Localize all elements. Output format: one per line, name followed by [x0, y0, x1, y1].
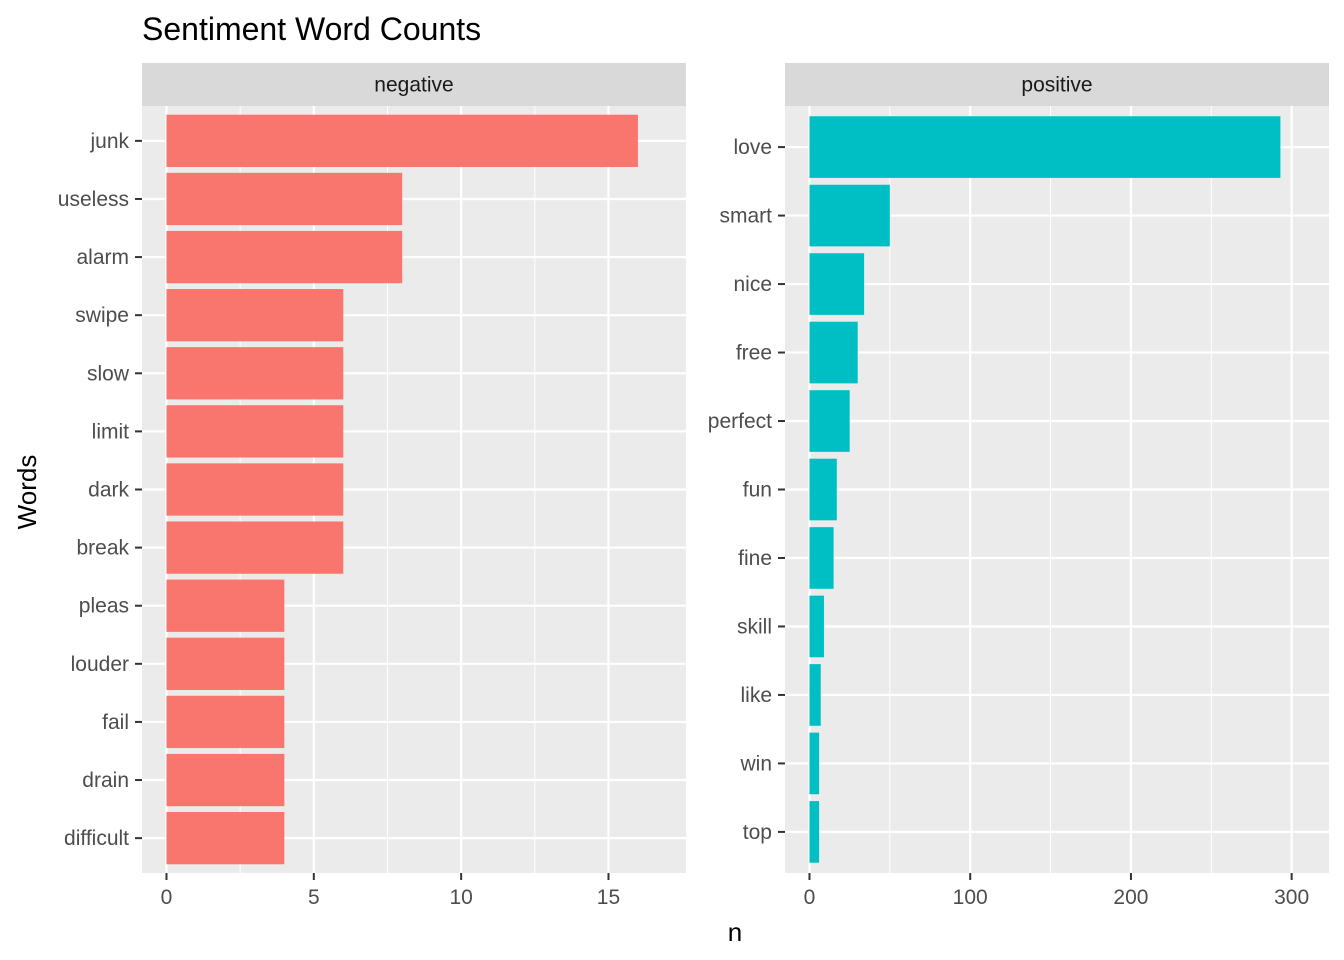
bar-positive-fine: [809, 527, 834, 589]
bar-positive-love: [809, 116, 1281, 178]
bar-positive-perfect: [809, 390, 850, 452]
bar-negative-louder: [166, 637, 285, 690]
y-tick-label: pleas: [79, 595, 129, 618]
y-tick-label: fun: [743, 479, 772, 502]
x-tick-label: 200: [1113, 886, 1148, 909]
y-tick-label: fine: [738, 547, 772, 570]
y-tick-label: drain: [82, 769, 129, 792]
facet-negative: negative junk useless alarm swipe slow limit da…: [58, 63, 686, 909]
y-tick-label: nice: [733, 273, 772, 296]
y-tick-label: free: [736, 342, 772, 365]
bar-positive-win: [809, 732, 820, 795]
facet-strip-label: positive: [1021, 74, 1092, 97]
x-tick-label: 100: [953, 886, 988, 909]
y-tick-label: louder: [71, 653, 129, 676]
facet-panels: negative junk useless alarm swipe slow limit da…: [58, 63, 1329, 909]
x-tick-label: 15: [597, 886, 620, 909]
bar-positive-nice: [809, 253, 865, 315]
y-tick-label: fail: [102, 711, 129, 734]
y-tick-label: win: [739, 752, 772, 775]
x-tick-label: 10: [449, 886, 472, 909]
y-tick-label: break: [76, 537, 129, 560]
bar-positive-free: [809, 321, 858, 384]
bar-negative-dark: [166, 463, 344, 516]
y-tick-label: limit: [92, 420, 129, 443]
x-tick-label: 0: [161, 886, 173, 909]
bar-negative-pleas: [166, 579, 285, 632]
bar-negative-swipe: [166, 289, 344, 342]
bar-negative-useless: [166, 172, 403, 226]
bar-negative-slow: [166, 347, 344, 400]
bar-positive-like: [809, 664, 821, 726]
y-tick-label: smart: [720, 205, 773, 228]
y-tick-label: swipe: [75, 304, 129, 327]
y-tick-label: alarm: [76, 246, 129, 269]
bar-negative-alarm: [166, 230, 403, 284]
bar-negative-junk: [166, 114, 638, 168]
y-tick-label: difficult: [64, 827, 129, 850]
x-tick-label: 0: [804, 886, 816, 909]
facet-strip-label: negative: [374, 74, 453, 97]
bar-positive-skill: [809, 595, 824, 658]
chart-title: Sentiment Word Counts: [142, 11, 481, 47]
y-tick-label: dark: [88, 479, 129, 502]
y-tick-label: junk: [89, 130, 129, 153]
y-tick-label: slow: [87, 362, 130, 385]
y-tick-label: love: [733, 136, 772, 159]
facet-strip: [785, 63, 1329, 106]
bar-negative-difficult: [166, 811, 285, 865]
bar-positive-smart: [809, 184, 890, 247]
y-tick-label: top: [743, 821, 772, 844]
bar-negative-limit: [166, 405, 344, 458]
y-tick-label: useless: [58, 188, 129, 211]
y-tick-label: skill: [737, 615, 772, 638]
bar-positive-top: [809, 801, 820, 863]
facet-strip: [142, 63, 686, 106]
facet-positive: positive love smart nice free perfect fun fine s…: [708, 63, 1329, 909]
y-axis-title: Words: [12, 455, 42, 530]
bar-negative-break: [166, 521, 344, 574]
bar-positive-fun: [809, 458, 837, 521]
x-tick-label: 300: [1274, 886, 1309, 909]
bar-negative-drain: [166, 753, 285, 807]
bar-negative-fail: [166, 695, 285, 749]
x-axis-title: n: [728, 917, 742, 947]
x-tick-label: 5: [308, 886, 320, 909]
y-tick-label: perfect: [708, 410, 772, 433]
y-tick-label: like: [740, 684, 772, 707]
